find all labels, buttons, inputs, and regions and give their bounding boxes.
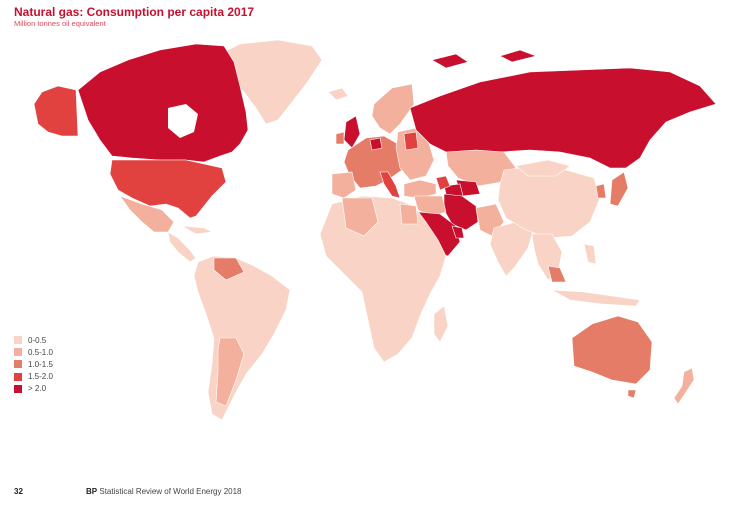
map-subtitle: Million tonnes oil equivalent — [14, 19, 106, 28]
map-legend: 0-0.5 0.5-1.0 1.0-1.5 1.5-2.0 > 2.0 — [14, 334, 53, 395]
legend-swatch — [14, 372, 22, 381]
region-netherlands — [369, 137, 383, 151]
legend-label: 1.5-2.0 — [28, 372, 53, 382]
region-korea — [595, 183, 607, 199]
region-philippines — [583, 243, 597, 265]
region-new-zealand — [673, 367, 695, 405]
region-iceland — [327, 87, 349, 101]
region-caucasus — [435, 175, 451, 191]
region-canada — [77, 43, 249, 163]
legend-label: 1.0-1.5 — [28, 359, 53, 369]
region-ireland — [335, 131, 345, 145]
region-venezuela — [213, 257, 245, 281]
map-title: Natural gas: Consumption per capita 2017 — [14, 5, 255, 19]
region-malaysia — [547, 265, 567, 283]
legend-swatch — [14, 348, 22, 357]
region-turkey — [403, 179, 437, 199]
legend-label: 0.5-1.0 — [28, 347, 53, 357]
legend-swatch — [14, 336, 22, 345]
legend-item: > 2.0 — [14, 383, 53, 395]
hudson-bay — [168, 104, 198, 138]
legend-item: 0-0.5 — [14, 334, 53, 346]
region-madagascar — [433, 305, 449, 343]
region-japan — [609, 171, 629, 207]
legend-swatch — [14, 360, 22, 369]
region-south-america — [193, 255, 291, 421]
publication-title: Statistical Review of World Energy 2018 — [99, 487, 242, 496]
legend-label: > 2.0 — [28, 384, 47, 394]
region-usa — [109, 159, 227, 219]
region-alaska — [33, 85, 79, 137]
region-egypt — [399, 203, 419, 225]
page-number: 32 — [14, 487, 23, 496]
page-footer: 32 BP Statistical Review of World Energy … — [14, 487, 414, 496]
legend-label: 0-0.5 — [28, 335, 47, 345]
legend-item: 1.5-2.0 — [14, 371, 53, 383]
region-belarus — [403, 131, 419, 151]
legend-swatch — [14, 384, 22, 393]
region-italy — [379, 171, 401, 199]
region-russia-islands — [431, 49, 538, 69]
region-argentina — [215, 337, 245, 407]
region-china — [497, 165, 601, 239]
world-choropleth-map — [33, 39, 717, 421]
region-iberia — [331, 171, 357, 199]
region-indonesia — [551, 289, 641, 307]
legend-item: 0.5-1.0 — [14, 346, 53, 358]
region-mongolia — [515, 159, 571, 177]
region-greenland — [211, 39, 323, 125]
region-algeria — [341, 197, 379, 237]
legend-item: 1.0-1.5 — [14, 358, 53, 370]
region-scandinavia — [371, 83, 415, 135]
region-tasmania — [627, 389, 637, 399]
region-uk — [343, 115, 361, 149]
region-gulf-states — [451, 225, 465, 239]
region-central-america — [167, 231, 197, 263]
region-caribbean — [181, 225, 214, 235]
brand-name: BP — [86, 487, 98, 496]
region-australia — [571, 315, 653, 385]
